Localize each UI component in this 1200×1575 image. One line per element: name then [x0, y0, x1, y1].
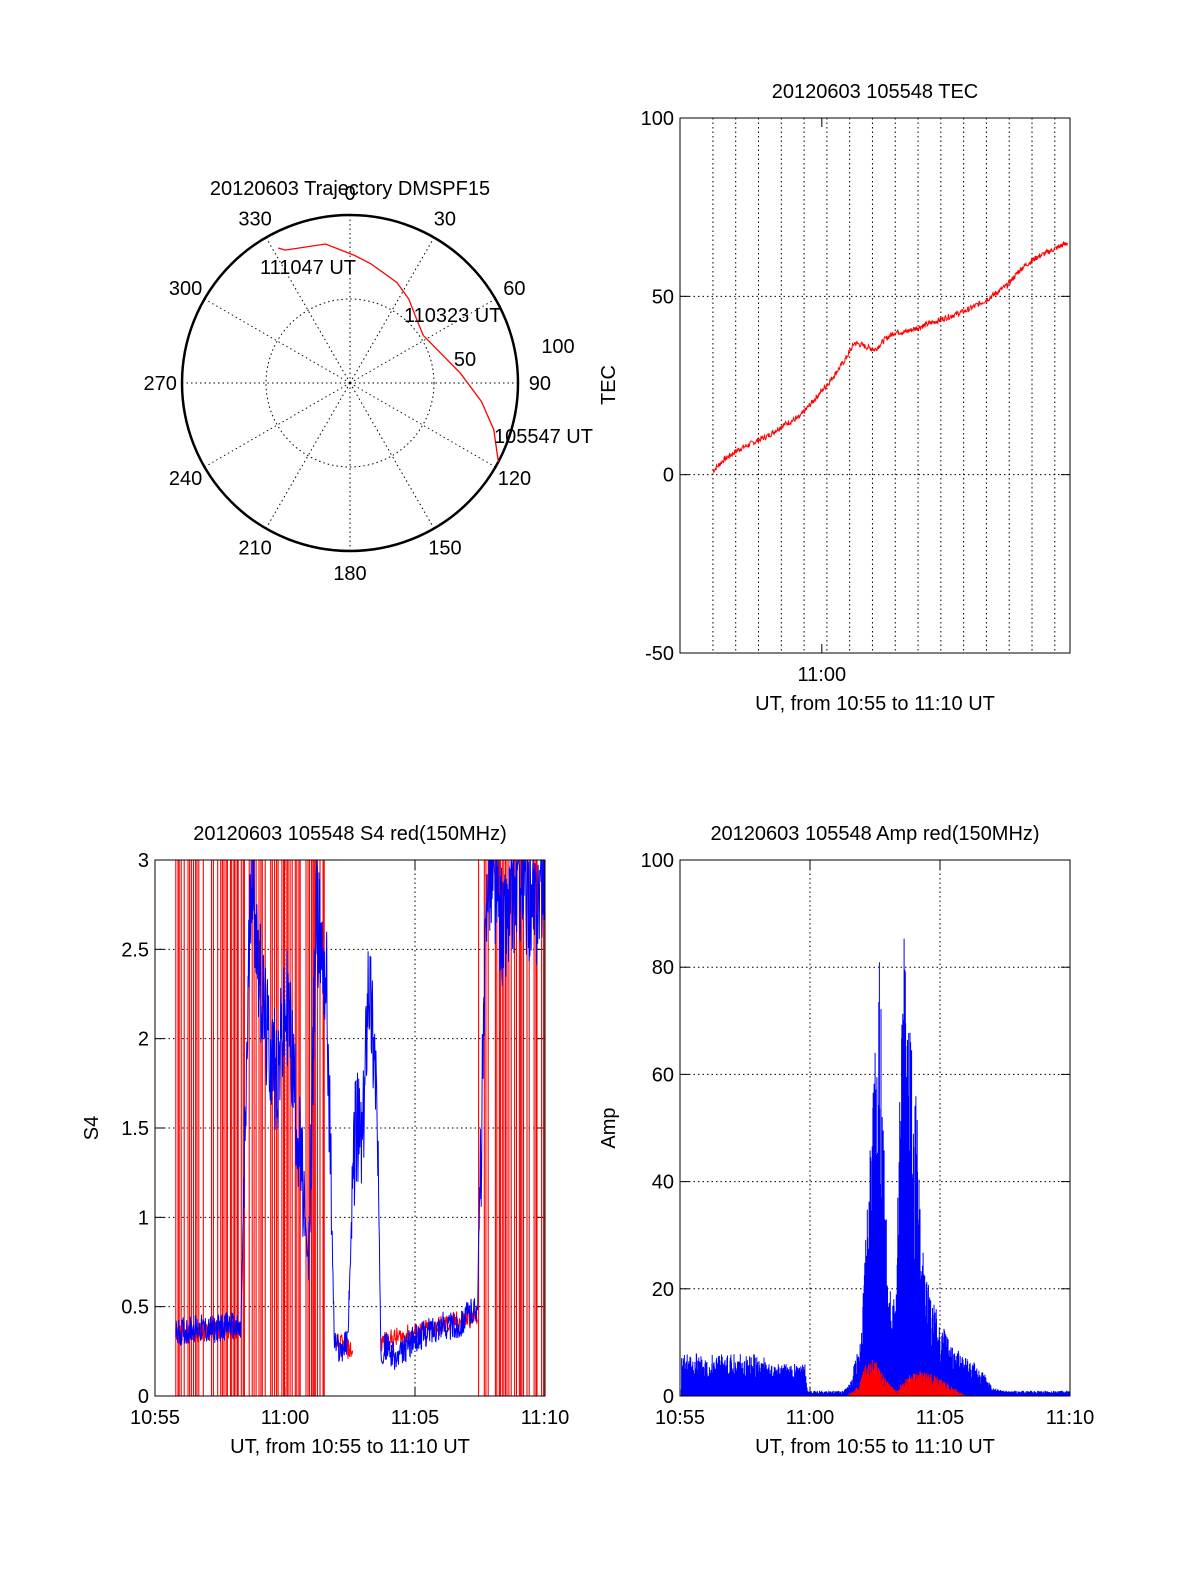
polar-spoke: [349, 298, 496, 384]
plot-frame: [154, 859, 546, 1397]
tec-series-line: [712, 240, 1068, 474]
y-tick-label: 0: [663, 465, 674, 487]
y-tick-label: 0.5: [121, 1297, 149, 1319]
polar-radial-label: 100: [541, 336, 574, 358]
x-tick-label: 11:00: [798, 664, 847, 686]
trajectory-panel: 20120603 Trajectory DMSPF15 0 30 60 90 120 15…: [143, 178, 592, 585]
amp-red-trace: [846, 1359, 967, 1396]
y-tick-label: 100: [641, 850, 674, 872]
x-tick-label: 11:05: [391, 1407, 440, 1429]
y-tick-label: 50: [652, 286, 674, 308]
y-tick-label: 3: [138, 850, 149, 872]
y-tick-label: 80: [652, 957, 674, 979]
s4-blue-line: [175, 859, 545, 1370]
polar-angle-label: 330: [238, 209, 271, 231]
tec-title: 20120603 105548 TEC: [772, 81, 978, 103]
amp-xlabel: UT, from 10:55 to 11:10 UT: [755, 1436, 995, 1458]
x-tick-label: 11:10: [1046, 1407, 1095, 1429]
y-tick-label: -50: [645, 643, 674, 665]
s4-title: 20120603 105548 S4 red(150MHz): [193, 823, 507, 845]
amp-panel: 20120603 105548 Amp red(150MHz) Amp UT, …: [598, 823, 1094, 1458]
y-tick-label: 2: [138, 1029, 149, 1051]
x-tick-label: 11:10: [521, 1407, 570, 1429]
trajectory-annotation: 111047 UT: [260, 257, 356, 279]
tec-panel: 20120603 105548 TEC TEC UT, from 10:55 t…: [598, 81, 1071, 715]
polar-angle-label: 30: [434, 209, 456, 231]
polar-angle-label: 150: [428, 537, 461, 559]
trajectory-line: [278, 243, 499, 462]
y-tick-label: 20: [652, 1279, 674, 1301]
x-tick-label: 11:00: [261, 1407, 310, 1429]
y-tick-label: 1.5: [121, 1118, 149, 1140]
y-tick-label: 2.5: [121, 939, 149, 961]
polar-spoke: [204, 298, 351, 384]
polar-angle-label: 300: [169, 278, 202, 300]
polar-angle-label: 240: [169, 468, 202, 490]
polar-angle-label: 120: [498, 468, 531, 490]
polar-spoke: [349, 382, 496, 468]
tec-ylabel: TEC: [598, 365, 620, 405]
amp-plot: 0 20 40 60 80 100 10:55 11:00 11:05 11:10: [641, 850, 1095, 1429]
s4-panel: 20120603 105548 S4 red(150MHz) S4 UT, fr…: [81, 823, 569, 1458]
polar-inner-ring: [265, 298, 435, 468]
trajectory-annotation: 105547 UT: [494, 426, 593, 448]
polar-angle-label: 0: [344, 183, 355, 205]
trajectory-title: 20120603 Trajectory DMSPF15: [210, 178, 490, 200]
trajectory-annotation: 110323 UT: [404, 305, 501, 327]
polar-plot: 0 30 60 90 120 150 180 210 240 270 300 330 50 100 1055…: [143, 183, 592, 585]
polar-spoke: [265, 237, 351, 384]
polar-radial-label: 50: [454, 349, 476, 371]
polar-spoke: [204, 382, 351, 468]
amp-ylabel: Amp: [598, 1107, 620, 1148]
s4-red-spikes: [478, 860, 546, 1396]
polar-angle-label: 270: [143, 373, 176, 395]
y-tick-label: 40: [652, 1172, 674, 1194]
polar-spoke: [265, 382, 351, 529]
x-tick-label: 11:00: [786, 1407, 835, 1429]
tec-xlabel: UT, from 10:55 to 11:10 UT: [755, 693, 995, 715]
tec-plot: -50 0 50 100 11:00: [641, 108, 1071, 686]
y-tick-label: 1: [138, 1207, 149, 1229]
polar-spoke: [349, 237, 435, 384]
x-tick-label: 10:55: [130, 1407, 180, 1429]
polar-angle-label: 60: [503, 278, 525, 300]
polar-angle-label: 210: [238, 537, 271, 559]
polar-angle-label: 180: [333, 563, 366, 585]
x-tick-label: 10:55: [655, 1407, 705, 1429]
y-tick-label: 0: [663, 1386, 674, 1408]
y-tick-label: 0: [138, 1386, 149, 1408]
s4-ylabel: S4: [81, 1116, 103, 1140]
s4-plot: 0 0.5 1 1.5 2 2.5 3 10:55 11:00 11:05 11:10: [121, 850, 569, 1429]
y-tick-label: 60: [652, 1064, 674, 1086]
x-tick-label: 11:05: [916, 1407, 965, 1429]
s4-xlabel: UT, from 10:55 to 11:10 UT: [230, 1436, 470, 1458]
plot-frame: [679, 859, 1071, 1397]
amp-title: 20120603 105548 Amp red(150MHz): [710, 823, 1039, 845]
polar-angle-label: 90: [529, 373, 551, 395]
amp-blue-trace: [680, 938, 1071, 1396]
polar-spoke: [349, 382, 435, 529]
plot-frame: [679, 117, 1071, 654]
y-tick-label: 100: [641, 108, 674, 130]
